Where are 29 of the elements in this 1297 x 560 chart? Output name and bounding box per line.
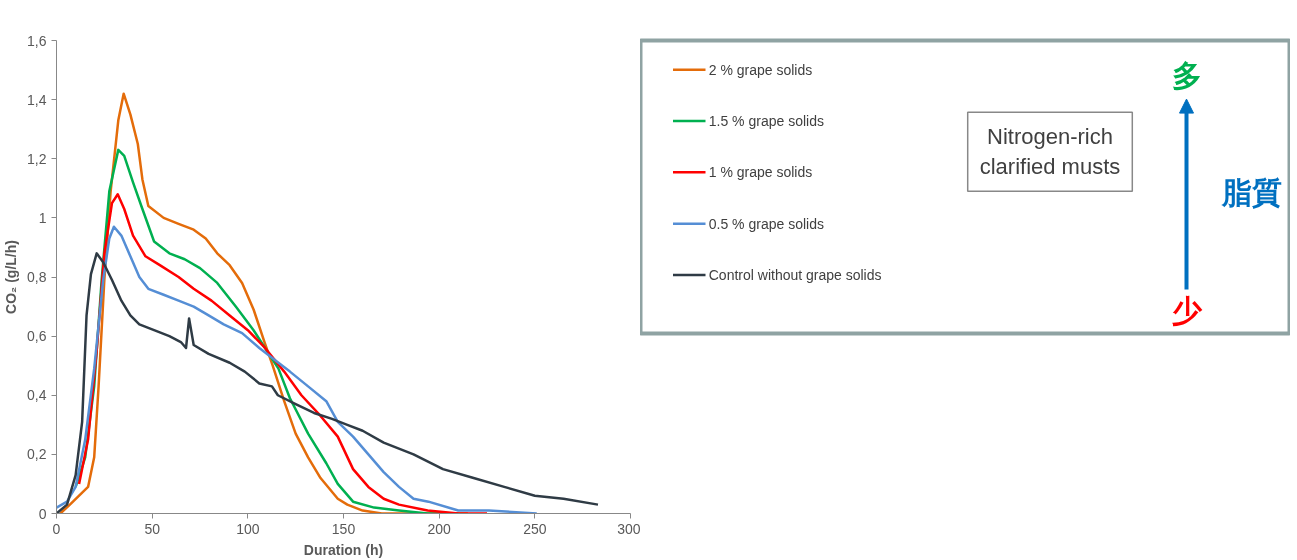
line-series bbox=[56, 225, 538, 514]
y-tick-label: 0 bbox=[38, 505, 47, 522]
legend-label: Control without grape solids bbox=[708, 266, 882, 283]
x-tick-label: 300 bbox=[617, 520, 641, 537]
y-tick-label: 0,2 bbox=[27, 446, 47, 463]
text: 脂質 bbox=[1220, 176, 1282, 210]
x-tick-label: 50 bbox=[144, 520, 161, 537]
x-tick-label: 100 bbox=[236, 520, 260, 537]
legend-label: 1 % grape solids bbox=[708, 164, 813, 181]
y-tick-label: 0,6 bbox=[27, 328, 47, 345]
x-tick-label: 250 bbox=[523, 520, 547, 537]
text: 少 bbox=[1171, 293, 1203, 327]
line-series bbox=[56, 252, 600, 514]
y-tick-label: 1,4 bbox=[27, 91, 47, 108]
legend-label: 1.5 % grape solids bbox=[708, 113, 824, 130]
x-tick-label: 0 bbox=[52, 520, 61, 537]
y-tick-label: 1,6 bbox=[27, 32, 47, 49]
y-tick-label: 0,4 bbox=[27, 387, 47, 404]
text: 多 bbox=[1171, 59, 1202, 93]
x-tick-label: 150 bbox=[331, 520, 356, 537]
legend-label: 0.5 % grape solids bbox=[708, 215, 824, 232]
y-tick-label: 0,8 bbox=[27, 269, 47, 285]
y-axis-title: CO₂ (g/L/h) bbox=[3, 240, 20, 314]
x-axis-title: Duration (h) bbox=[303, 541, 384, 558]
legend-label: 2 % grape solids bbox=[708, 61, 813, 78]
x-tick-label: 200 bbox=[427, 520, 452, 537]
y-tick-label: 1,2 bbox=[27, 150, 47, 167]
text: Nitrogen-rich clarified musts bbox=[979, 124, 1121, 180]
y-tick-label: 1 bbox=[38, 209, 47, 226]
